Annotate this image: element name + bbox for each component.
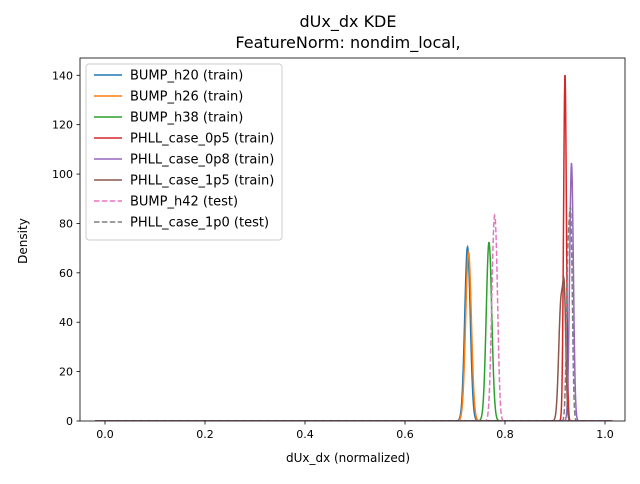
legend-label: BUMP_h20 (train) (130, 69, 243, 84)
legend-label: PHLL_case_0p5 (train) (130, 132, 274, 147)
x-tick-label: 0.4 (296, 428, 314, 441)
legend-box (85, 63, 283, 241)
legend-label: BUMP_h26 (train) (130, 90, 243, 105)
y-tick-label: 140 (52, 69, 73, 82)
legend: BUMP_h20 (train) BUMP_h26 (train) BUMP_h38… (85, 63, 283, 241)
x-tick-label: 0.6 (396, 428, 414, 441)
y-tick-label: 20 (59, 366, 73, 379)
x-tick-label: 1.0 (596, 428, 614, 441)
y-tick-label: 40 (59, 316, 73, 329)
y-tick-label: 80 (59, 217, 73, 230)
y-tick-label: 120 (52, 119, 73, 132)
legend-label: BUMP_h42 (test) (130, 195, 238, 210)
y-axis-label: Density (16, 218, 30, 264)
y-tick-label: 60 (59, 267, 73, 280)
x-tick-label: 0.2 (196, 428, 214, 441)
x-tick-label: 0.0 (96, 428, 114, 441)
x-axis-label: dUx_dx (normalized) (286, 451, 410, 465)
chart-subtitle: FeatureNorm: nondim_local, (235, 33, 460, 53)
legend-label: PHLL_case_0p8 (train) (130, 153, 274, 168)
axes-frame (79, 57, 626, 422)
x-tick-label: 0.8 (496, 428, 514, 441)
legend-label: BUMP_h38 (train) (130, 111, 243, 126)
legend-label: PHLL_case_1p5 (train) (130, 174, 274, 189)
chart-title: dUx_dx KDE (300, 12, 397, 32)
legend-label: PHLL_case_1p0 (test) (130, 216, 269, 231)
axes: 0.0 0.2 0.4 0.6 0.8 1.0 0 20 40 60 80 100 120 140 (52, 57, 626, 441)
y-tick-label: 0 (66, 415, 73, 428)
y-tick-label: 100 (52, 168, 73, 181)
